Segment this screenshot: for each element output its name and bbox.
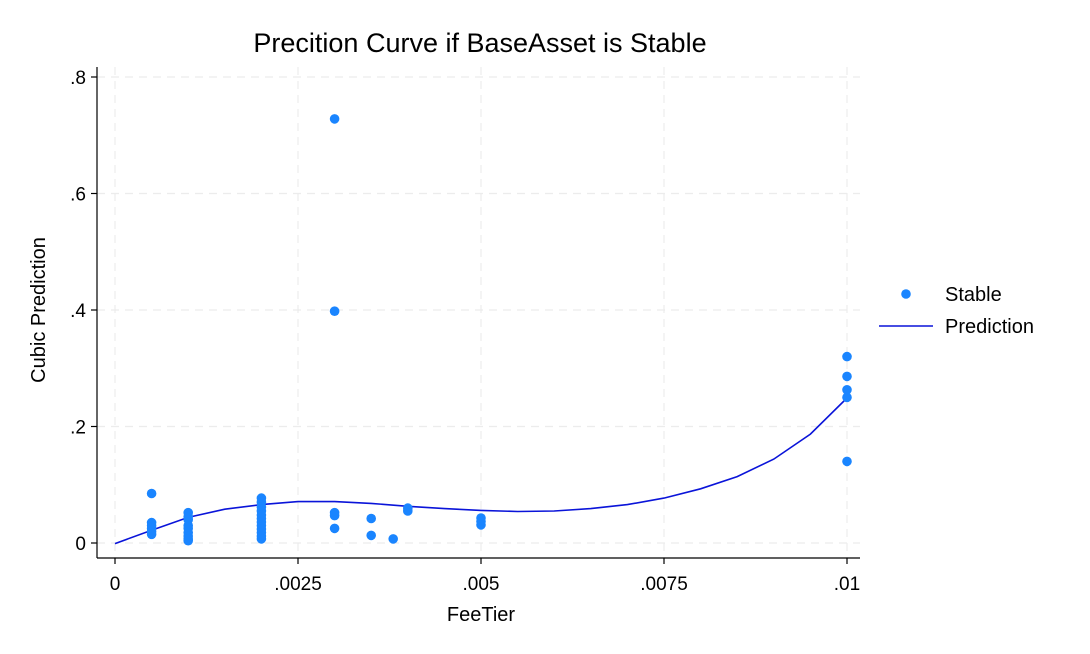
stable-point <box>366 513 377 524</box>
stable-point <box>388 534 399 544</box>
x-tick-label: .0025 <box>274 574 322 595</box>
y-axis-label: Cubic Prediction <box>28 237 50 383</box>
stable-point <box>183 535 193 546</box>
x-tick-label: .0075 <box>640 574 688 595</box>
stable-point <box>842 456 852 467</box>
x-axis-label: FeeTier <box>447 604 516 626</box>
stable-point <box>842 385 852 395</box>
y-tick-label: .8 <box>70 68 86 89</box>
y-tick-label: .2 <box>70 418 86 439</box>
stable-point <box>366 530 377 541</box>
stable-point <box>329 510 340 521</box>
stable-point <box>329 114 340 124</box>
stable-point <box>329 523 340 534</box>
stable-point <box>476 520 486 530</box>
tick-marks: 0 .2 .4 .6 .8 0 .0025 .005 .0075 .01 <box>70 68 860 595</box>
legend-label-prediction: Prediction <box>945 316 1034 338</box>
x-tick-label: .005 <box>463 574 500 595</box>
stable-point <box>146 488 157 499</box>
x-tick-label: .01 <box>834 574 860 595</box>
plot-area <box>114 114 852 546</box>
stable-point <box>256 534 267 544</box>
stable-point <box>146 529 157 540</box>
x-tick-label: 0 <box>110 574 121 595</box>
chart-title: Precition Curve if BaseAsset is Stable <box>253 28 706 58</box>
y-tick-label: .4 <box>70 301 86 322</box>
stable-point <box>842 392 852 403</box>
stable-point <box>329 306 340 317</box>
stable-point <box>842 351 852 362</box>
grid-lines <box>97 67 860 558</box>
legend: Stable Prediction <box>879 284 1034 338</box>
stable-point <box>403 506 413 516</box>
legend-marker-stable <box>901 289 911 299</box>
y-tick-label: 0 <box>75 534 86 555</box>
legend-label-stable: Stable <box>945 284 1002 306</box>
prediction-line <box>114 397 848 545</box>
stable-point <box>842 371 852 382</box>
y-tick-label: .6 <box>70 185 86 206</box>
axes <box>96 67 860 559</box>
